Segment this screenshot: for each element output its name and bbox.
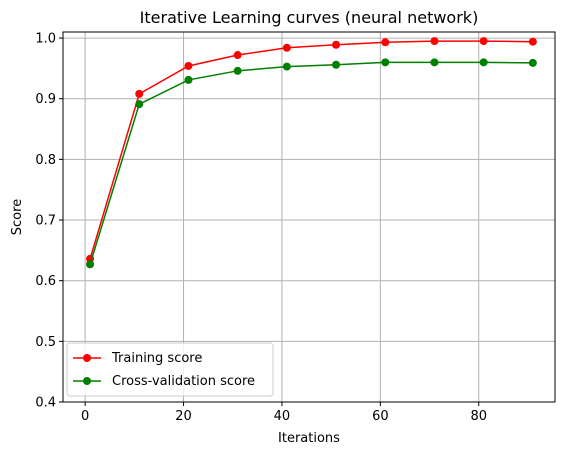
legend-box: [66, 342, 274, 397]
data-point-cross-validation: [381, 58, 390, 67]
data-point-cross-validation: [479, 58, 488, 67]
data-point-cross-validation: [135, 100, 144, 109]
legend-label-cross-validation: Cross-validation score: [112, 374, 255, 389]
x-tick-label: 80: [470, 409, 487, 424]
data-point-training: [479, 37, 488, 46]
data-point-training: [282, 43, 291, 52]
y-tick-label: 0.6: [35, 274, 56, 289]
y-tick-label: 0.8: [35, 153, 56, 168]
legend: Training score Cross-validation score: [66, 342, 274, 397]
data-point-cross-validation: [332, 60, 341, 69]
y-tick-label: 0.7: [35, 214, 56, 229]
y-tick-label: 0.5: [35, 335, 56, 350]
legend-label-training: Training score: [111, 351, 202, 366]
series-line-cross-validation: [89, 61, 533, 265]
y-tick-label: 1.0: [35, 32, 56, 47]
plot-frame: [62, 31, 556, 403]
data-point-cross-validation: [528, 58, 537, 67]
y-tick-label: 0.9: [35, 92, 56, 107]
legend-marker-cross-validation: [83, 377, 91, 385]
data-point-cross-validation: [86, 260, 95, 269]
legend-marker-training: [83, 354, 91, 362]
series-line-training: [89, 40, 533, 260]
y-tick-label: 0.4: [35, 396, 56, 411]
data-point-training: [381, 38, 390, 47]
y-axis-title: Score: [10, 199, 25, 235]
x-tick-label: 0: [81, 409, 89, 424]
data-point-training: [430, 37, 439, 46]
data-point-training: [184, 61, 193, 70]
x-tick-label: 20: [175, 409, 192, 424]
chart-title: Iterative Learning curves (neural networ…: [140, 8, 479, 27]
data-point-cross-validation: [282, 62, 291, 71]
data-point-training: [528, 37, 537, 46]
x-tick-label: 60: [372, 409, 389, 424]
data-point-cross-validation: [233, 66, 242, 75]
data-point-training: [233, 51, 242, 60]
series-layer: [86, 37, 537, 269]
data-point-training: [332, 40, 341, 49]
x-axis-title: Iterations: [278, 431, 340, 446]
data-point-training: [135, 89, 144, 98]
x-tick-label: 40: [274, 409, 291, 424]
data-point-cross-validation: [430, 58, 439, 67]
grid: [63, 32, 555, 403]
x-axis: 0 20 40 60 80: [81, 402, 487, 424]
data-point-cross-validation: [184, 75, 193, 84]
y-axis: 0.4 0.5 0.6 0.7 0.8 0.9 1.0: [35, 32, 63, 411]
